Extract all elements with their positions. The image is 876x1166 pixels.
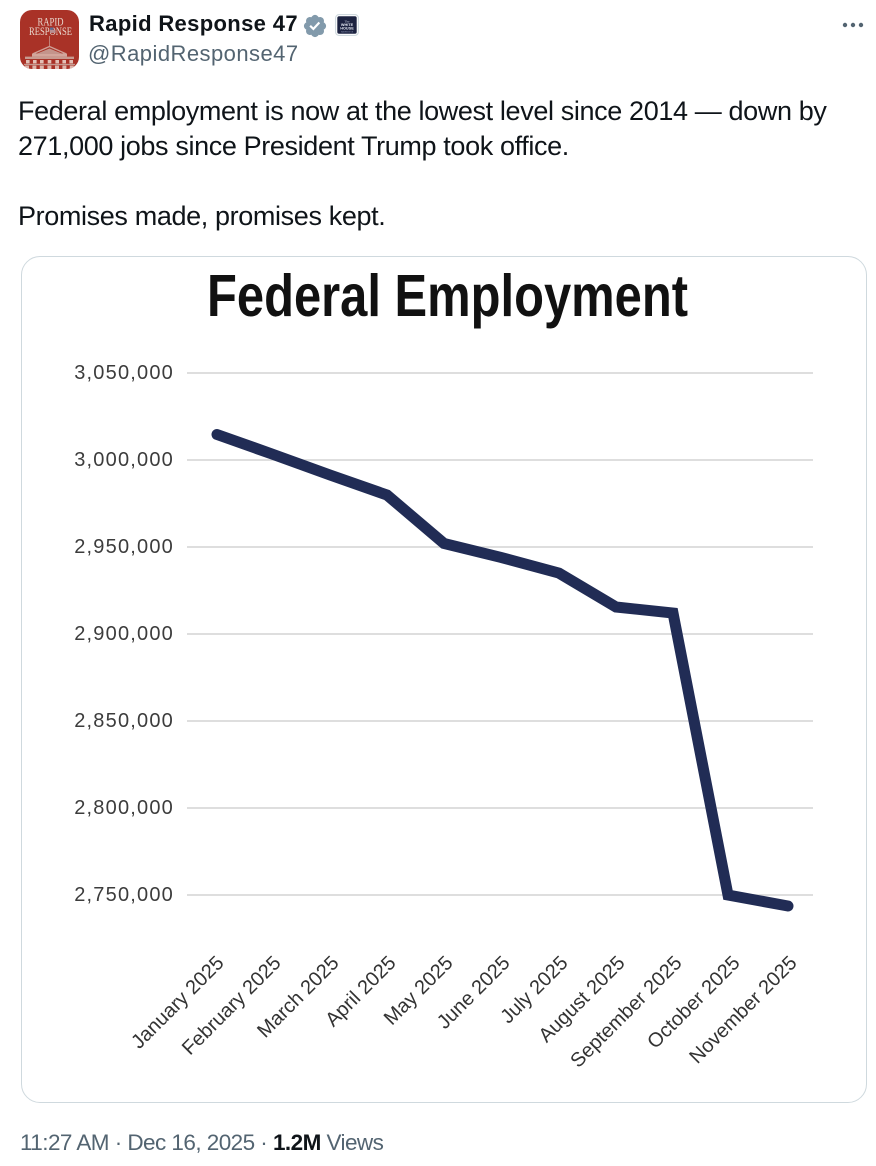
svg-text:2,750,000: 2,750,000 [74,884,174,906]
svg-text:November 2025: November 2025 [685,952,801,1068]
svg-text:WHITE: WHITE [341,22,354,26]
svg-text:2,800,000: 2,800,000 [74,797,174,819]
svg-text:Federal Employment: Federal Employment [207,263,688,329]
svg-text:2,900,000: 2,900,000 [74,623,174,645]
svg-text:2,950,000: 2,950,000 [74,536,174,558]
svg-text:3,000,000: 3,000,000 [74,449,174,471]
svg-text:2,850,000: 2,850,000 [74,710,174,732]
svg-text:WASHINGTON: WASHINGTON [341,30,354,33]
svg-text:HOUSE: HOUSE [340,26,354,30]
svg-text:RAPID: RAPID [38,17,64,29]
svg-text:February 2025: February 2025 [178,952,286,1060]
svg-text:The: The [345,19,351,23]
svg-text:3,050,000: 3,050,000 [74,362,174,384]
